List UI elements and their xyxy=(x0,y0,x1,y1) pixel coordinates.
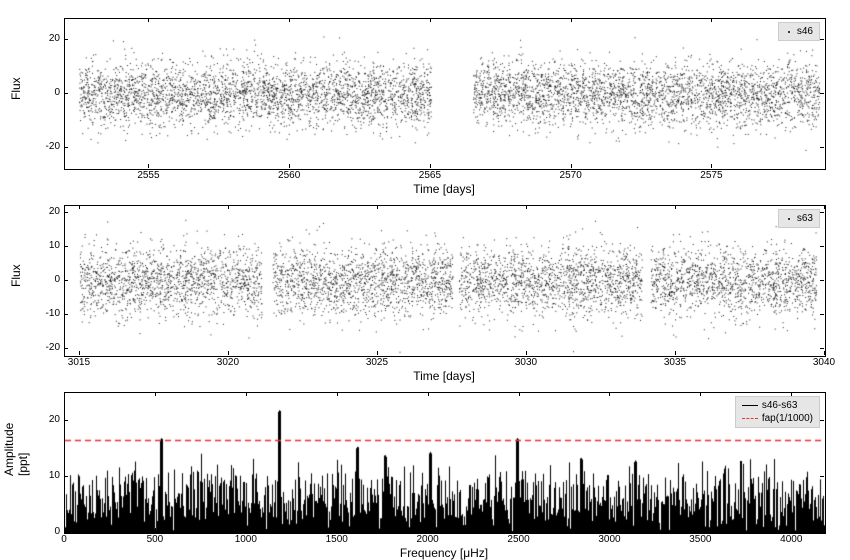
line-icon xyxy=(742,418,758,419)
xtick: 3500 xyxy=(689,534,711,545)
ytick: 10 xyxy=(24,470,60,481)
line-icon xyxy=(742,405,758,406)
xtick: 2565 xyxy=(419,170,441,181)
panel2.xlabel: Time [days] xyxy=(394,369,494,383)
xtick: 2555 xyxy=(137,170,159,181)
xtick: 2570 xyxy=(560,170,582,181)
xtick: 1000 xyxy=(235,534,257,545)
dot-icon xyxy=(785,28,793,36)
ytick: 20 xyxy=(24,414,60,425)
xtick: 3030 xyxy=(515,357,537,368)
xtick: 3035 xyxy=(664,357,686,368)
xtick: 500 xyxy=(147,534,164,545)
panel2.ylabel: Flux xyxy=(9,271,23,287)
ytick: 20 xyxy=(24,206,60,217)
ytick: 0 xyxy=(24,526,60,537)
legend-label: s63 xyxy=(797,213,813,224)
panel-s46 xyxy=(64,18,826,170)
xtick: 3015 xyxy=(68,357,90,368)
xtick: 0 xyxy=(61,534,67,545)
legend-spectrum: s46-s63 fap(1/1000) xyxy=(735,396,820,428)
panel-spectrum xyxy=(64,392,826,534)
xtick: 3000 xyxy=(598,534,620,545)
xtick: 3020 xyxy=(217,357,239,368)
ytick: -20 xyxy=(24,141,60,152)
ytick: 20 xyxy=(24,33,60,44)
ytick: 0 xyxy=(24,274,60,285)
xtick: 2560 xyxy=(278,170,300,181)
xtick: 1500 xyxy=(326,534,348,545)
panel3.xlabel: Frequency [μHz] xyxy=(394,546,494,560)
xtick: 4000 xyxy=(780,534,802,545)
ytick: -20 xyxy=(24,342,60,353)
legend-label: s46-s63 xyxy=(762,400,798,411)
ytick: -10 xyxy=(24,308,60,319)
ytick: 0 xyxy=(24,87,60,98)
legend-label: s46 xyxy=(797,26,813,37)
ytick: 10 xyxy=(24,240,60,251)
xtick: 3040 xyxy=(813,357,835,368)
xtick: 3025 xyxy=(366,357,388,368)
xtick: 2000 xyxy=(417,534,439,545)
panel1.xlabel: Time [days] xyxy=(394,182,494,196)
legend-s46: s46 xyxy=(778,22,820,41)
legend-label: fap(1/1000) xyxy=(762,413,813,424)
panel-s63 xyxy=(64,205,826,357)
xtick: 2575 xyxy=(700,170,722,181)
legend-s63: s63 xyxy=(778,209,820,228)
panel1.ylabel: Flux xyxy=(9,84,23,100)
dot-icon xyxy=(785,215,793,223)
xtick: 2500 xyxy=(507,534,529,545)
